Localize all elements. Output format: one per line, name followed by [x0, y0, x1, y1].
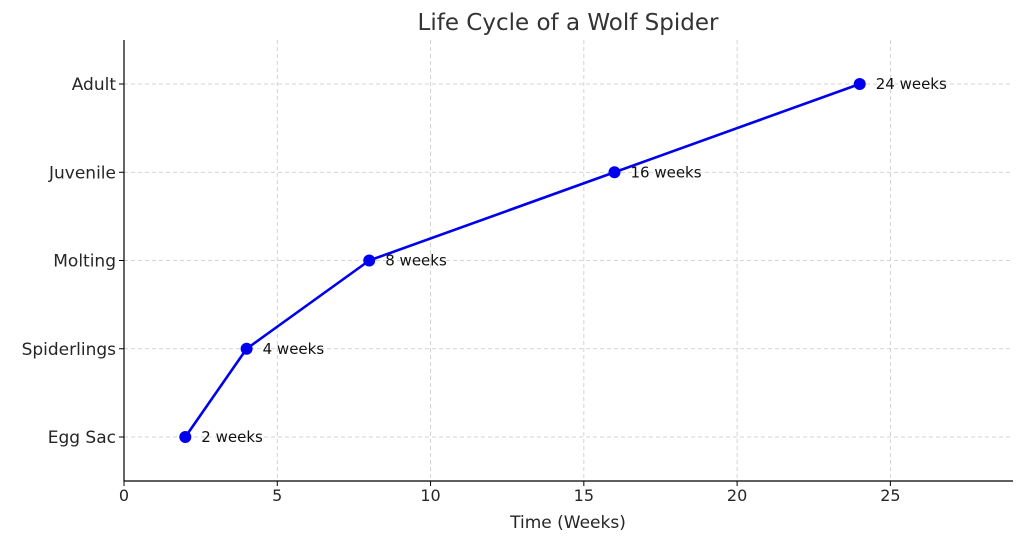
x-tick-label: 5 — [272, 486, 282, 505]
data-point — [853, 78, 866, 90]
data-label: 24 weeks — [876, 75, 947, 93]
y-category-label: Juvenile — [48, 163, 116, 183]
series-layer: 2 weeks 4 weeks 8 weeks 16 weeks 24 weeks — [179, 75, 947, 446]
data-label: 8 weeks — [385, 252, 447, 270]
axis-layer: 0 5 10 15 20 25 Egg Sac Spiderlings Molting Juven… — [22, 40, 1013, 505]
data-point — [179, 431, 192, 443]
grid-layer — [123, 40, 1013, 481]
data-point — [608, 166, 621, 179]
data-label: 4 weeks — [263, 340, 325, 358]
x-tick-label: 0 — [119, 486, 129, 505]
data-label: 16 weeks — [630, 163, 701, 181]
y-category-label: Adult — [72, 75, 117, 95]
y-category-label: Egg Sac — [48, 428, 116, 448]
x-axis-label: Time (Weeks) — [509, 513, 626, 533]
data-point — [240, 342, 253, 355]
chart-title: Life Cycle of a Wolf Spider — [418, 10, 719, 36]
x-tick-label: 20 — [727, 486, 747, 505]
x-tick-label: 25 — [880, 486, 900, 505]
data-label: 2 weeks — [201, 428, 263, 446]
x-tick-label: 15 — [574, 486, 594, 505]
data-point — [363, 254, 376, 267]
y-category-label: Molting — [53, 252, 116, 272]
x-tick-label: 10 — [420, 486, 440, 505]
y-category-label: Spiderlings — [22, 340, 117, 360]
